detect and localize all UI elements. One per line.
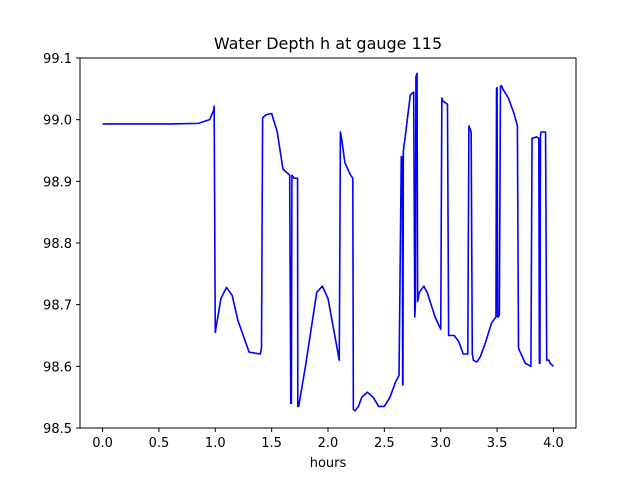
x-tick-label: 3.0: [430, 436, 451, 451]
y-tick-label: 99.1: [43, 52, 72, 67]
plot-area: [102, 72, 554, 412]
x-tick-label: 1.0: [205, 436, 226, 451]
x-tick-label: 2.0: [318, 436, 339, 451]
y-tick-label: 99.0: [43, 114, 72, 129]
y-tick-label: 98.6: [43, 360, 72, 375]
y-tick-label: 98.9: [43, 175, 72, 190]
y-tick-label: 98.7: [43, 299, 72, 314]
y-tick-label: 98.8: [43, 237, 72, 252]
x-axis: 0.0 0.5 1.0 1.5 2.0 2.5 3.0 3.5 4.0: [92, 428, 564, 451]
series-line-0: [102, 72, 554, 412]
y-axis: 98.5 98.6 98.7 98.8 98.9 99.0 99.1: [43, 52, 80, 437]
x-tick-label: 2.5: [374, 436, 395, 451]
x-tick-label: 4.0: [543, 436, 564, 451]
x-tick-label: 0.5: [149, 436, 170, 451]
x-tick-label: 0.0: [92, 436, 113, 451]
y-tick-label: 98.5: [43, 422, 72, 437]
x-axis-label: hours: [310, 456, 347, 471]
chart-title: Water Depth h at gauge 115: [214, 34, 442, 53]
x-tick-label: 1.5: [261, 436, 282, 451]
x-tick-label: 3.5: [487, 436, 508, 451]
